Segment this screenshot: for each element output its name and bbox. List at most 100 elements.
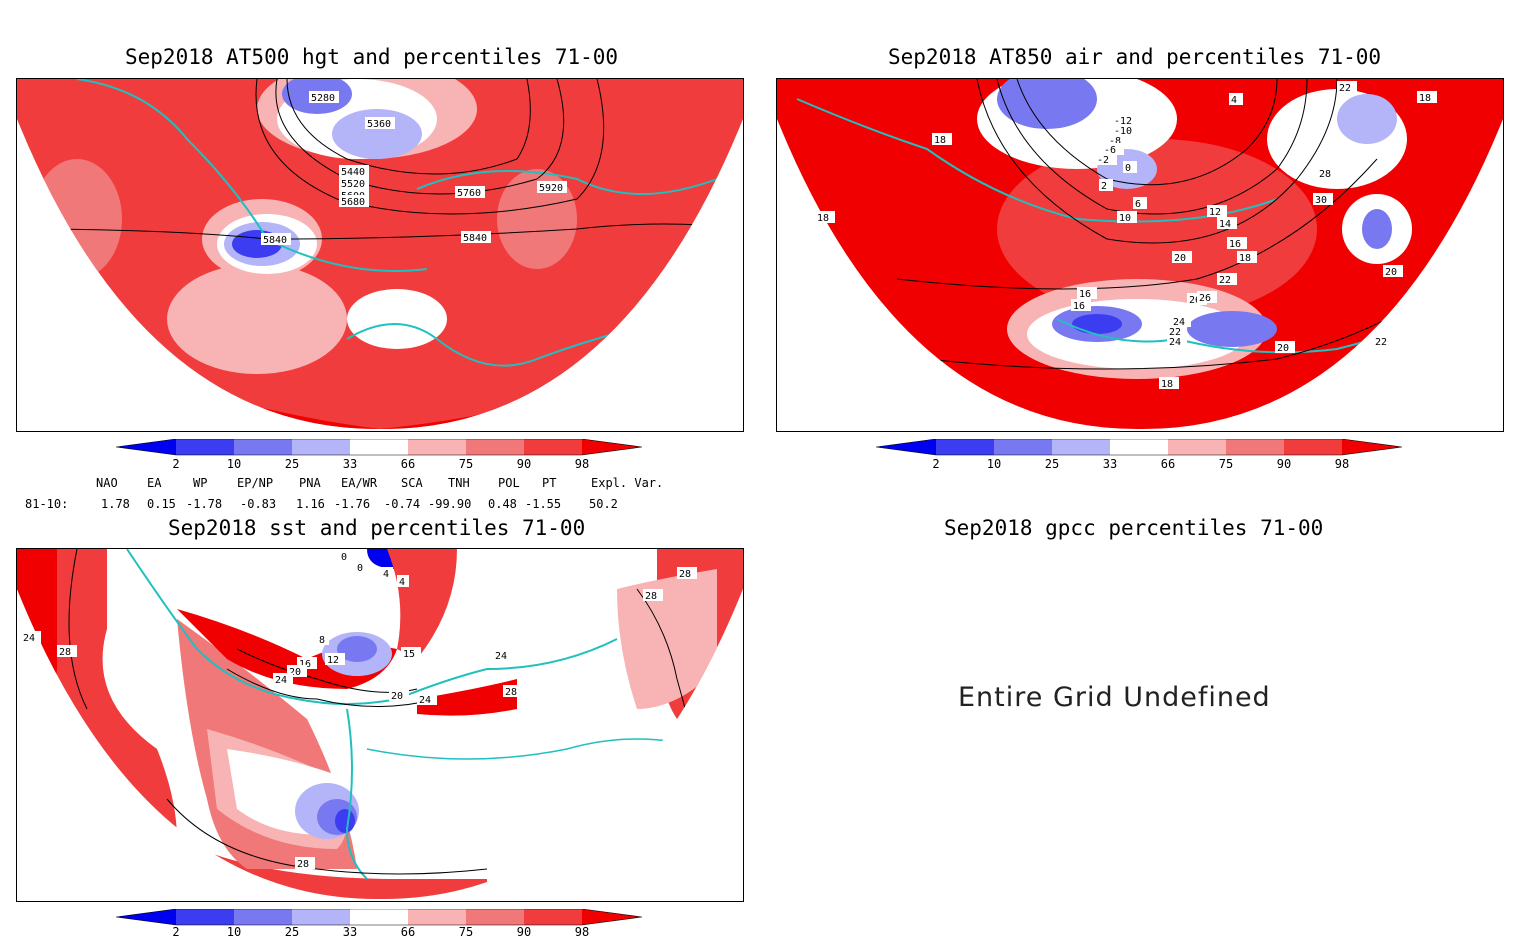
colorbar-label: 25 [284,457,300,471]
svg-text:0: 0 [1125,163,1131,174]
index-header-tnh: TNH [448,476,470,490]
colorbar-label: 66 [1160,457,1176,471]
panel-title-air850: Sep2018 AT850 air and percentiles 71-00 [888,45,1382,69]
svg-text:-2: -2 [1097,155,1109,166]
panel-title-gpcc: Sep2018 gpcc percentiles 71-00 [944,516,1324,540]
svg-text:4: 4 [1231,95,1237,106]
svg-text:28: 28 [505,687,517,698]
svg-text:24: 24 [1169,337,1181,348]
svg-text:0: 0 [357,563,363,574]
svg-text:18: 18 [934,135,946,146]
colorbar-hgt500-ramp [115,438,643,456]
index-value-wp: -1.78 [186,497,223,511]
index-header-eawr: EA/WR [341,476,378,490]
svg-text:18: 18 [817,213,829,224]
svg-text:-8: -8 [1109,136,1121,147]
colorbar-hgt500: 2 10 25 33 66 75 90 98 [115,438,646,475]
map-air850: -12 -10 -8 -6 -2 0 2 6 10 12 14 16 18 20… [777,79,1503,430]
colorbar-air850-ramp [875,438,1403,456]
svg-text:24: 24 [275,675,287,686]
svg-text:28: 28 [297,859,309,870]
index-header-ea: EA [147,476,162,490]
svg-text:5760: 5760 [457,188,481,199]
svg-text:22: 22 [1375,337,1387,348]
colorbar-label: 66 [400,925,416,939]
colorbar-label: 98 [1334,457,1350,471]
colorbar-air850: 2 10 25 33 66 75 90 98 [875,438,1406,475]
svg-text:12: 12 [1209,207,1221,218]
svg-text:0: 0 [341,552,347,563]
colorbar-label: 10 [226,457,242,471]
svg-text:26: 26 [1189,295,1201,306]
colorbar-label: 2 [172,925,180,939]
index-value-eawr: -1.76 [334,497,371,511]
map-sst: 0 0 4 4 8 12 16 20 24 28 24 28 24 28 28 … [17,549,743,900]
panel-title-hgt500: Sep2018 AT500 hgt and percentiles 71-00 [125,45,619,69]
colorbar-label: 2 [172,457,180,471]
svg-text:8: 8 [319,635,325,646]
svg-text:30: 30 [1315,195,1327,206]
colorbar-label: 75 [1218,457,1234,471]
colorbar-label: 90 [516,925,532,939]
colorbar-label: 2 [932,457,940,471]
svg-text:6: 6 [1135,199,1141,210]
svg-text:4: 4 [383,569,389,580]
svg-text:20: 20 [391,691,403,702]
colorbar-sst-ramp [115,908,643,926]
index-header-pol: POL [498,476,520,490]
svg-text:22: 22 [1339,83,1351,94]
svg-text:5680: 5680 [341,197,365,208]
svg-text:5280: 5280 [311,93,335,104]
index-value-epnp: -0.83 [240,497,277,511]
panel-title-sst: Sep2018 sst and percentiles 71-00 [168,516,586,540]
svg-text:5520: 5520 [341,179,365,190]
index-row-label: 81-10: [25,497,69,511]
index-value-pol: 0.48 [488,497,517,511]
svg-text:15: 15 [403,649,415,660]
svg-text:5360: 5360 [367,119,391,130]
index-header-wp: WP [193,476,208,490]
map-panel-sst: 0 0 4 4 8 12 16 20 24 28 24 28 24 28 28 … [16,548,744,902]
index-header-sca: SCA [401,476,423,490]
svg-text:24: 24 [23,633,35,644]
index-value-explvar: 50.2 [589,497,618,511]
colorbar-label: 90 [516,457,532,471]
svg-text:24: 24 [1173,317,1185,328]
svg-text:20: 20 [1277,343,1289,354]
colorbar-sst: 2 10 25 33 66 75 90 98 [115,908,646,940]
index-value-ea: 0.15 [147,497,176,511]
colorbar-label: 98 [574,925,590,939]
index-header-pna: PNA [299,476,321,490]
index-value-pna: 1.16 [296,497,325,511]
svg-text:5840: 5840 [463,233,487,244]
colorbar-label: 33 [1102,457,1118,471]
svg-text:-6: -6 [1104,145,1116,156]
svg-text:4: 4 [399,577,405,588]
svg-text:12: 12 [327,655,339,666]
colorbar-label: 33 [342,457,358,471]
svg-text:5920: 5920 [539,183,563,194]
colorbar-label: 10 [986,457,1002,471]
svg-text:18: 18 [1239,253,1251,264]
svg-text:16: 16 [1079,289,1091,300]
svg-text:26: 26 [1199,293,1211,304]
index-value-pt: -1.55 [525,497,562,511]
svg-text:24: 24 [419,695,431,706]
svg-text:20: 20 [1385,267,1397,278]
index-header-epnp: EP/NP [237,476,274,490]
svg-text:28: 28 [59,647,71,658]
colorbar-label: 25 [1044,457,1060,471]
map-panel-hgt500: 5280 5360 5440 5520 5600 5680 5760 5920 … [16,78,744,432]
svg-text:22: 22 [1219,275,1231,286]
index-header-nao: NAO [96,476,118,490]
svg-text:10: 10 [1119,213,1131,224]
colorbar-label: 98 [574,457,590,471]
svg-text:16: 16 [299,659,311,670]
colorbar-label: 66 [400,457,416,471]
colorbar-label: 75 [458,457,474,471]
svg-text:20: 20 [1174,253,1186,264]
index-value-nao: 1.78 [101,497,130,511]
svg-text:18: 18 [1419,93,1431,104]
svg-text:28: 28 [1319,169,1331,180]
svg-text:-12: -12 [1114,116,1132,127]
